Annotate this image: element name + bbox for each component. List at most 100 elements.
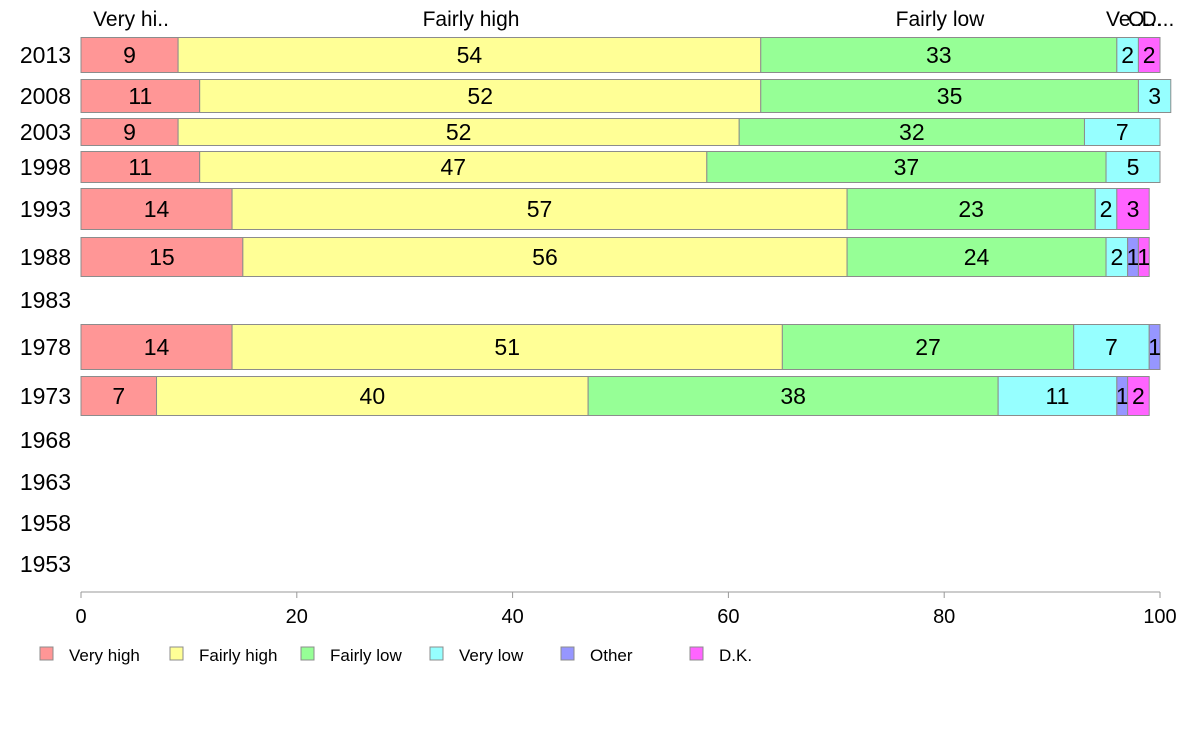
data-label: 52 bbox=[467, 83, 493, 109]
legend: Very high Fairly high Fairly low Very low Ot… bbox=[39, 646, 752, 665]
data-label: 33 bbox=[926, 42, 952, 68]
legend-label: Other bbox=[590, 646, 633, 665]
bar-segment bbox=[80, 237, 244, 277]
bar-segment bbox=[760, 37, 1118, 73]
bar-segment bbox=[1137, 79, 1172, 113]
x-tick-label: 80 bbox=[933, 606, 955, 628]
bar-segment bbox=[156, 376, 589, 416]
bar-segment bbox=[587, 376, 999, 416]
legend-swatch bbox=[429, 646, 444, 661]
data-label: 2 bbox=[1100, 196, 1113, 222]
data-label: 24 bbox=[964, 244, 990, 270]
x-tick-label: 20 bbox=[286, 606, 308, 628]
bar-segment bbox=[80, 151, 201, 183]
bar-segment bbox=[706, 151, 1107, 183]
bar-segment bbox=[781, 324, 1075, 370]
bars: 9 54 33 2 211 52 35 39 52 32 711 47 37 514 57 23 2 315 56 2… bbox=[80, 37, 1172, 416]
legend-label: Fairly low bbox=[330, 646, 403, 665]
legend-item: Fairly low bbox=[300, 646, 403, 665]
top-segment-label: Fairly high bbox=[423, 8, 520, 31]
data-label: 2 bbox=[1110, 244, 1123, 270]
bar-segment bbox=[1148, 324, 1161, 370]
bar-segment bbox=[231, 188, 848, 230]
data-label: 11 bbox=[1046, 383, 1070, 409]
top-segment-label: Fairly low bbox=[896, 8, 986, 31]
y-tick-label: 1998 bbox=[20, 154, 71, 180]
bar-segment bbox=[1137, 37, 1161, 73]
data-label: 7 bbox=[112, 383, 125, 409]
data-label: 14 bbox=[144, 196, 170, 222]
legend-swatch bbox=[169, 646, 184, 661]
data-label: 47 bbox=[440, 154, 466, 180]
legend-label: Fairly high bbox=[199, 646, 277, 665]
x-tick-label: 100 bbox=[1143, 606, 1176, 628]
data-label: 1 bbox=[1137, 244, 1150, 270]
data-label: 7 bbox=[1105, 334, 1118, 360]
data-label: 7 bbox=[1116, 119, 1129, 145]
bar-segment bbox=[80, 79, 201, 113]
bar-segment bbox=[1116, 188, 1150, 230]
y-tick-label: 2013 bbox=[20, 42, 71, 68]
y-tick-label: 1993 bbox=[20, 196, 71, 222]
bar-segment bbox=[80, 188, 233, 230]
y-tick-label: 1963 bbox=[20, 469, 71, 495]
bar-segment bbox=[1137, 237, 1150, 277]
data-label: 14 bbox=[144, 334, 170, 360]
data-label: 37 bbox=[894, 154, 920, 180]
data-label: 2 bbox=[1132, 383, 1145, 409]
legend-item: Fairly high bbox=[169, 646, 277, 665]
bar-segment bbox=[80, 376, 158, 416]
y-tick-label: 1988 bbox=[20, 244, 71, 270]
bar-segment bbox=[242, 237, 848, 277]
legend-item: Very low bbox=[429, 646, 524, 665]
legend-swatch bbox=[689, 646, 704, 661]
bar-segment bbox=[846, 237, 1107, 277]
data-label: 5 bbox=[1127, 154, 1140, 180]
y-axis-labels: 2013 2008 2003 1998 1993 1988 1983 1978 1973 1968… bbox=[20, 42, 71, 577]
data-label: 9 bbox=[123, 42, 136, 68]
legend-swatch bbox=[39, 646, 54, 661]
legend-item: D.K. bbox=[689, 646, 752, 665]
bar-segment bbox=[760, 79, 1139, 113]
data-label: 3 bbox=[1127, 196, 1140, 222]
bar-segment bbox=[738, 118, 1085, 146]
top-segment-label: Very hi.. bbox=[93, 8, 169, 31]
x-tick-label: 0 bbox=[75, 606, 86, 628]
top-segment-label: O... bbox=[1128, 8, 1162, 31]
y-tick-label: 2003 bbox=[20, 119, 71, 145]
data-label: 1 bbox=[1148, 334, 1161, 360]
data-label: 11 bbox=[128, 154, 152, 180]
legend-item: Very high bbox=[39, 646, 140, 665]
data-label: 1 bbox=[1116, 383, 1129, 409]
data-label: 56 bbox=[532, 244, 558, 270]
bar-segment bbox=[1105, 151, 1161, 183]
x-axis: 0 20 40 60 80 100 bbox=[75, 591, 1177, 628]
y-tick-label: 1973 bbox=[20, 383, 71, 409]
data-label: 3 bbox=[1148, 83, 1161, 109]
x-tick-label: 60 bbox=[717, 606, 739, 628]
data-label: 32 bbox=[899, 119, 925, 145]
data-label: 57 bbox=[527, 196, 553, 222]
top-segment-label: Ve... bbox=[1106, 8, 1148, 31]
legend-item: Other bbox=[560, 646, 633, 665]
data-label: 38 bbox=[780, 383, 806, 409]
data-label: 54 bbox=[457, 42, 483, 68]
y-tick-label: 1978 bbox=[20, 334, 71, 360]
data-label: 2 bbox=[1143, 42, 1156, 68]
bar-segment bbox=[997, 376, 1118, 416]
legend-label: D.K. bbox=[719, 646, 752, 665]
bar-segment bbox=[1083, 118, 1161, 146]
data-label: 35 bbox=[937, 83, 963, 109]
x-tick-label: 40 bbox=[501, 606, 523, 628]
data-label: 2 bbox=[1121, 42, 1134, 68]
y-tick-label: 2008 bbox=[20, 83, 71, 109]
data-label: 27 bbox=[915, 334, 941, 360]
top-segment-labels: Very hi.. Fairly high Fairly low Ve...O...D… bbox=[93, 8, 1174, 31]
y-tick-label: 1958 bbox=[20, 510, 71, 536]
legend-swatch bbox=[300, 646, 315, 661]
legend-swatch bbox=[560, 646, 575, 661]
top-segment-label: D... bbox=[1142, 8, 1175, 31]
legend-label: Very high bbox=[69, 646, 140, 665]
y-tick-label: 1968 bbox=[20, 427, 71, 453]
bar-segment bbox=[846, 188, 1096, 230]
